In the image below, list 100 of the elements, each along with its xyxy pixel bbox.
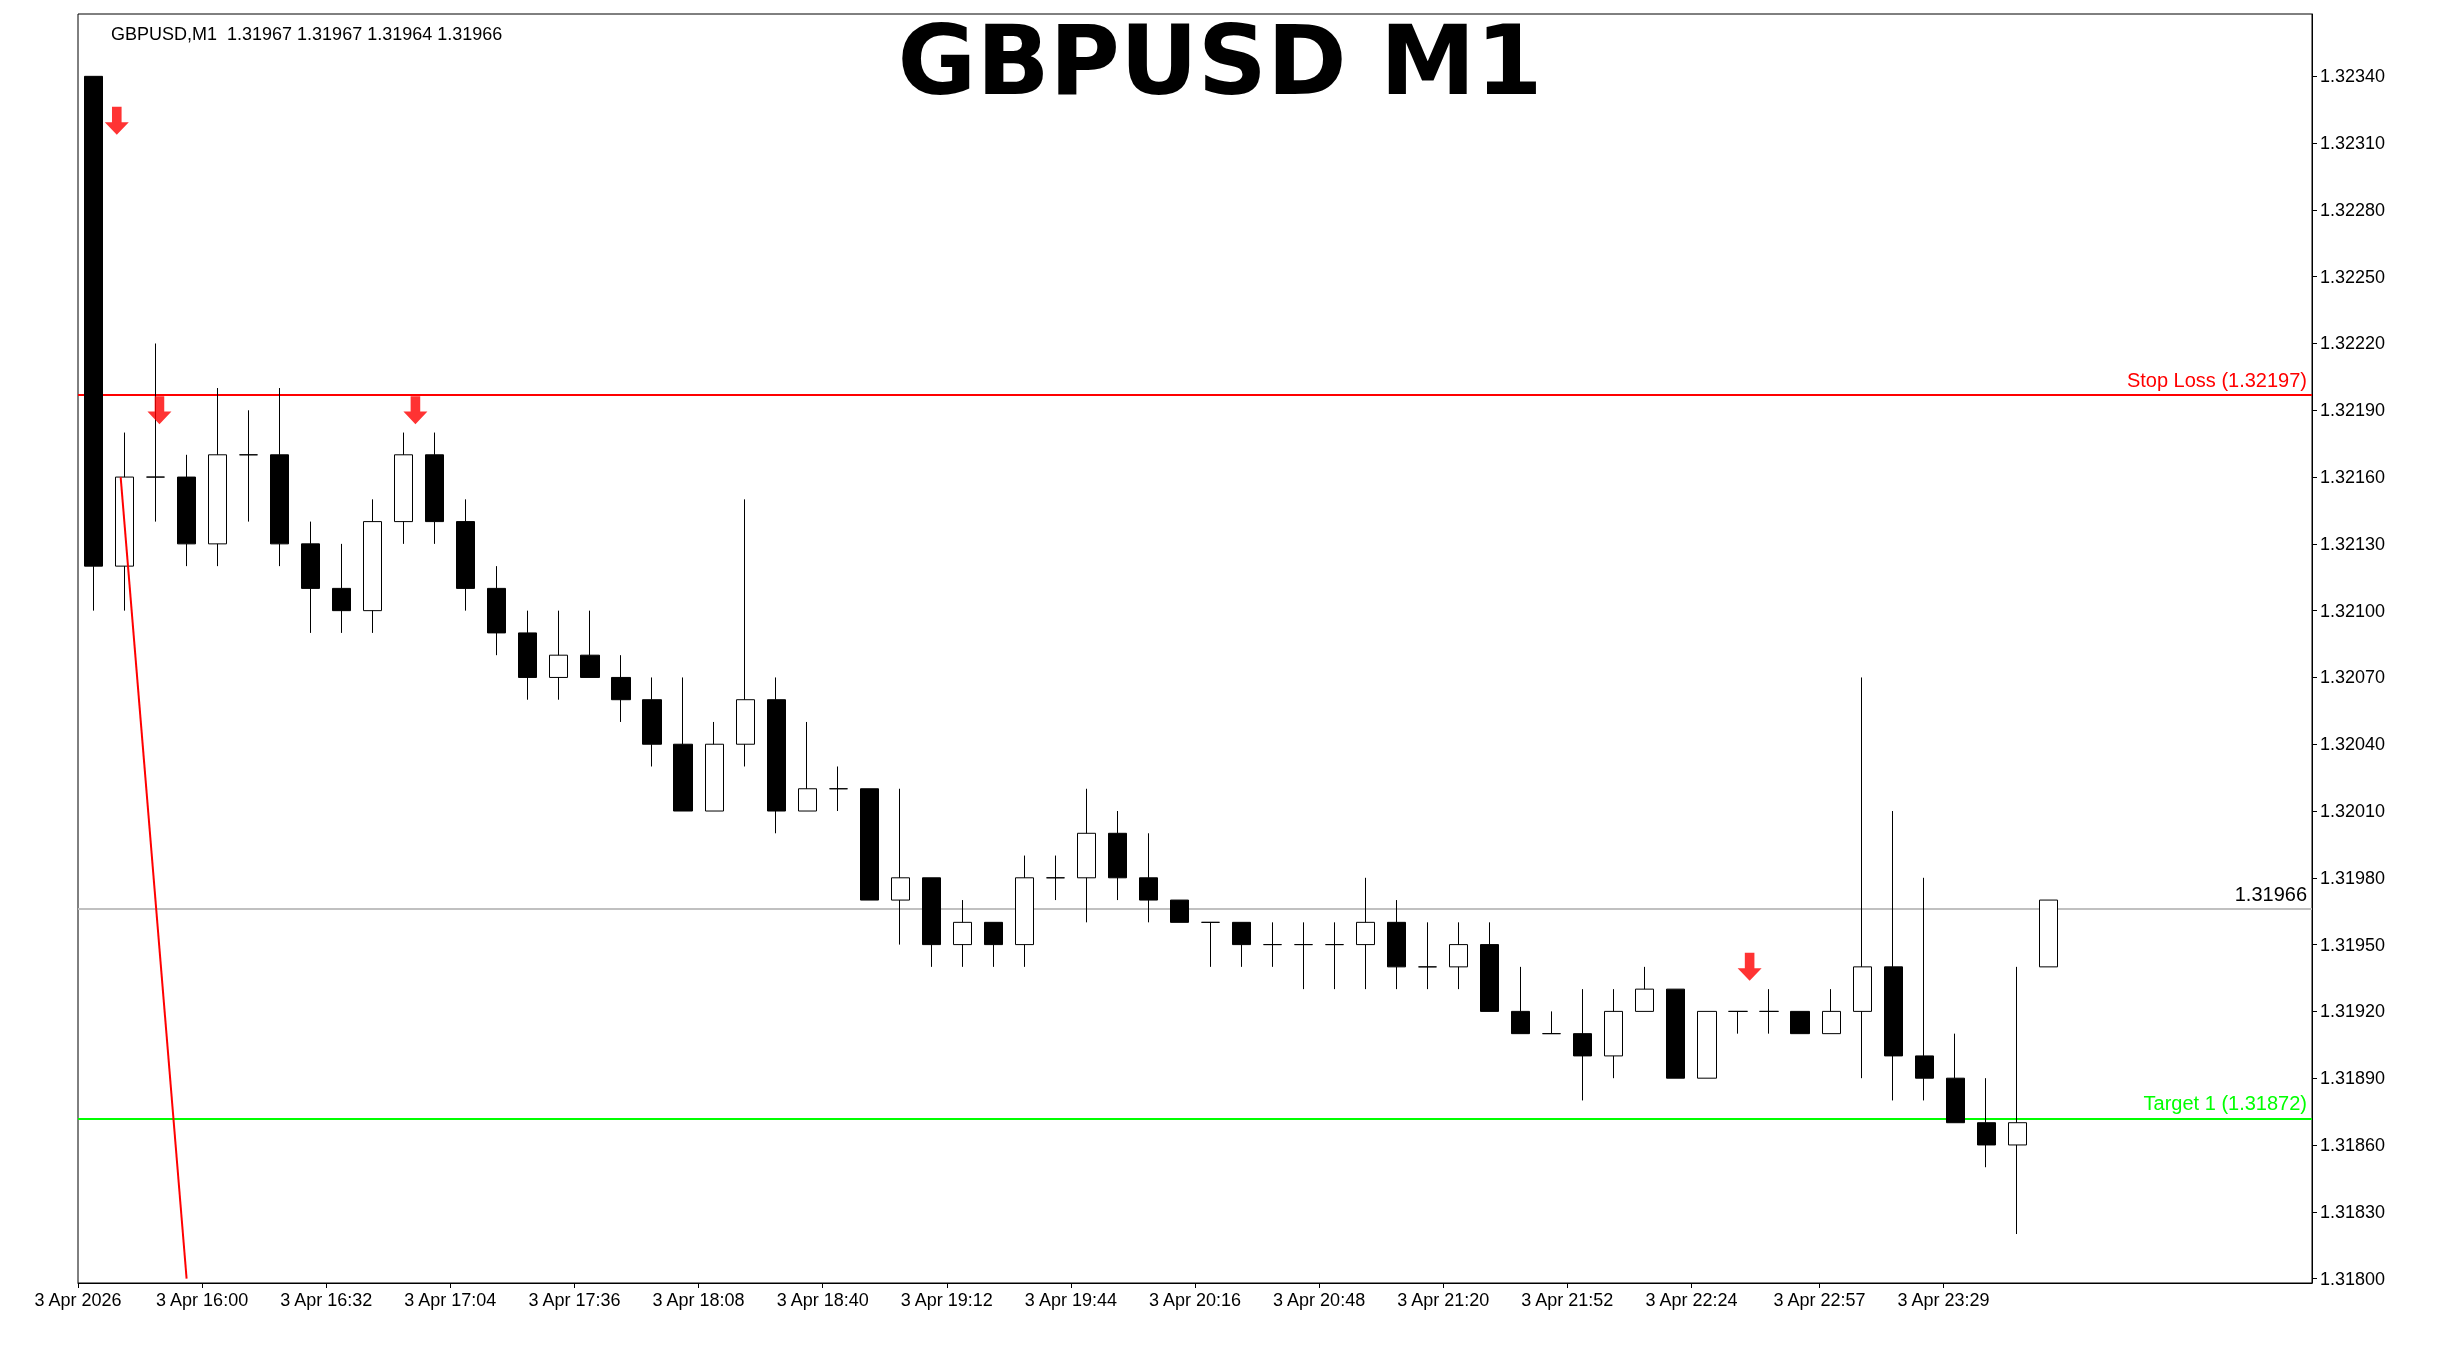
candlestick — [2039, 899, 2058, 968]
y-tick-label: 1.32070 — [2320, 667, 2386, 688]
y-tick-label: 1.32310 — [2320, 133, 2386, 154]
candlestick — [1604, 988, 1623, 1079]
candlestick — [518, 610, 537, 701]
candlestick — [239, 409, 258, 523]
point — [104, 106, 129, 135]
x-tick-label: 3 Apr 20:16 — [1148, 1290, 1242, 1310]
y-tick-label: 1.32190 — [2320, 400, 2386, 421]
candlestick — [1232, 921, 1251, 968]
candlestick — [984, 921, 1003, 968]
y-tick-label: 1.31800 — [2320, 1268, 2386, 1289]
candlestick — [332, 543, 351, 634]
candlestick — [177, 454, 196, 567]
candlestick — [1387, 899, 1406, 990]
candlestick — [301, 521, 320, 634]
y-tick-label: 1.31830 — [2320, 1201, 2386, 1222]
candlestick — [580, 610, 600, 678]
candlestick — [953, 899, 972, 968]
candlestick — [146, 342, 165, 523]
candlestick — [270, 387, 289, 567]
candlestick — [208, 387, 227, 567]
candlestick — [1790, 1010, 1810, 1035]
candlestick — [1418, 921, 1437, 990]
candlestick — [1915, 877, 1934, 1101]
candlestick — [1635, 966, 1654, 1012]
x-tick-label: 3 Apr 17:36 — [528, 1290, 621, 1310]
x-tick-label: 3 Apr 16:32 — [280, 1290, 373, 1310]
candlestick — [642, 676, 662, 767]
candlestick — [1728, 1010, 1748, 1035]
y-tick-label: 1.31890 — [2320, 1068, 2386, 1089]
candlestick — [1480, 921, 1499, 1012]
x-tick-label: 3 Apr 23:29 — [1897, 1290, 1990, 1310]
point — [403, 396, 428, 425]
x-tick-label: 3 Apr 18:40 — [776, 1290, 869, 1310]
candlestick — [456, 498, 475, 612]
candlestick — [549, 610, 568, 701]
candlestick — [611, 654, 631, 723]
candlestick — [1108, 810, 1127, 901]
candlestick — [1077, 788, 1096, 923]
candlestick — [1853, 676, 1872, 1079]
x-tick-label: 3 Apr 16:00 — [156, 1290, 249, 1310]
x-tick-label: 3 Apr 20:48 — [1273, 1290, 1366, 1310]
candlestick — [1666, 988, 1685, 1079]
chart-title: GBPUSD M1 — [897, 5, 1543, 117]
y-tick-label: 1.32220 — [2320, 333, 2386, 354]
candlestick — [1884, 810, 1903, 1101]
candlestick — [425, 432, 444, 545]
x-tick-label: 3 Apr 2026 — [34, 1290, 122, 1310]
candlestick — [1449, 921, 1468, 990]
x-tick-label: 3 Apr 19:44 — [1024, 1290, 1117, 1310]
candlestick — [673, 676, 693, 812]
ref-line-label: 1.31966 — [2234, 882, 2307, 905]
candlestick — [1139, 832, 1158, 923]
candlestick — [829, 765, 848, 812]
candlestick — [394, 432, 413, 545]
candlestick — [2008, 966, 2027, 1235]
x-tick-label: 3 Apr 18:08 — [652, 1290, 745, 1310]
y-tick-label: 1.32340 — [2320, 66, 2386, 87]
candlestick — [736, 498, 755, 767]
point — [147, 396, 172, 425]
candlestick — [1697, 1010, 1717, 1079]
candlestick — [1170, 899, 1189, 923]
candlestick — [1977, 1077, 1996, 1168]
y-tick-label: 1.31860 — [2320, 1134, 2386, 1155]
candlestick — [860, 788, 879, 901]
candlestick — [1356, 877, 1375, 990]
y-tick-label: 1.32010 — [2320, 801, 2386, 822]
candlestick — [798, 721, 817, 812]
x-tick-label: 3 Apr 17:04 — [404, 1290, 497, 1310]
candlestick — [84, 75, 103, 612]
candlestick — [922, 877, 941, 968]
x-tick-label: 3 Apr 19:12 — [900, 1290, 993, 1310]
x-tick-label: 3 Apr 22:57 — [1773, 1290, 1866, 1310]
point — [1737, 952, 1762, 981]
candlestick — [363, 498, 382, 634]
candlestick — [1263, 921, 1282, 968]
candlestick — [1759, 988, 1779, 1035]
x-tick-label: 3 Apr 21:52 — [1521, 1290, 1614, 1310]
y-tick-label: 1.31980 — [2320, 867, 2386, 888]
candlestick — [1046, 855, 1065, 901]
y-tick-label: 1.32250 — [2320, 266, 2386, 287]
x-tick-label: 3 Apr 21:20 — [1397, 1290, 1490, 1310]
ref-line-label: Stop Loss (1.32197) — [2126, 368, 2307, 391]
candlestick — [1822, 988, 1841, 1035]
ref-line-label: Target 1 (1.31872) — [2143, 1092, 2307, 1115]
candlestick — [1542, 1010, 1561, 1035]
y-tick-label: 1.32100 — [2320, 600, 2386, 621]
candlestick — [1294, 921, 1313, 990]
candlestick — [1015, 855, 1034, 968]
y-tick-label: 1.32130 — [2320, 533, 2386, 554]
candlestick — [767, 676, 786, 834]
candlestick — [1511, 966, 1530, 1035]
candlestick — [487, 565, 506, 656]
y-tick-label: 1.32040 — [2320, 734, 2386, 755]
candlestick — [1325, 921, 1344, 990]
text: GBPUSD,M1 1.31967 1.31967 1.31964 1.31966 — [111, 24, 503, 44]
candlestick — [891, 788, 910, 946]
candlestick — [705, 721, 724, 812]
y-tick-label: 1.32280 — [2320, 199, 2386, 220]
